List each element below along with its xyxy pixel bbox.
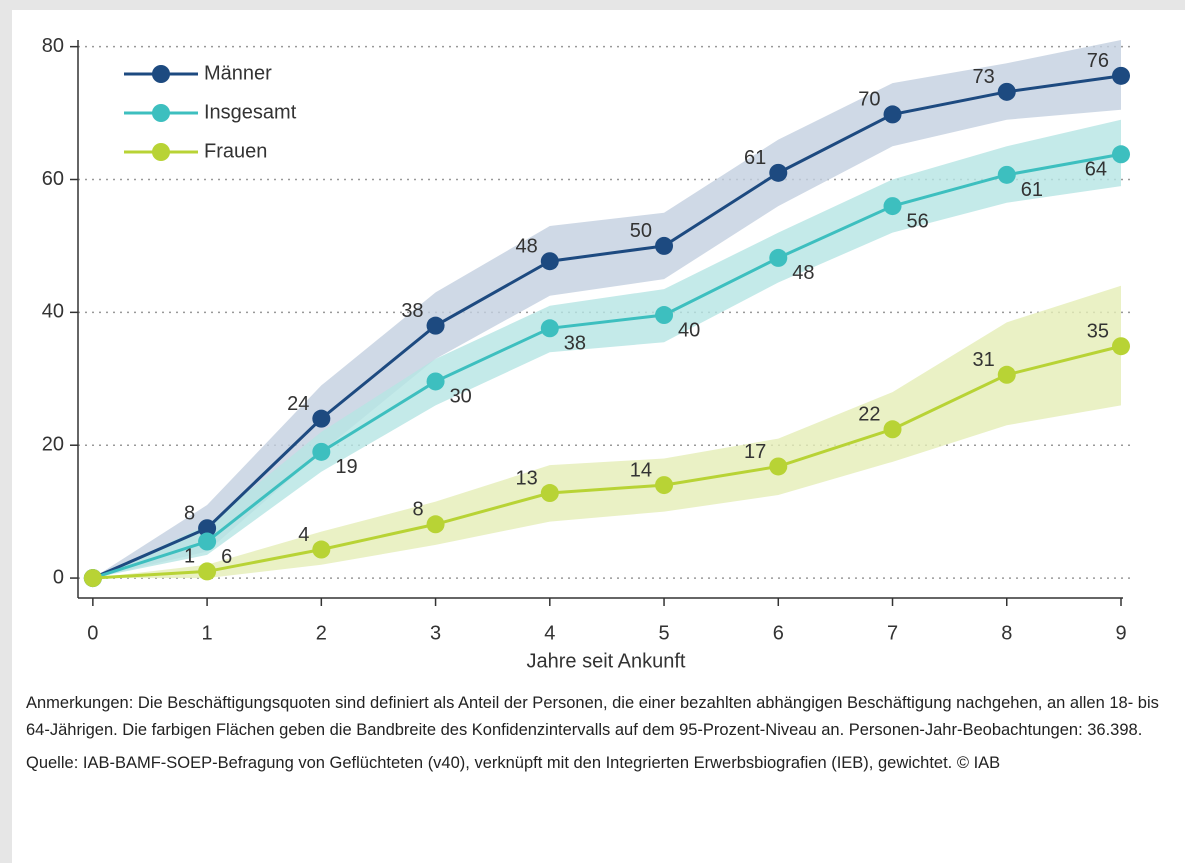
point [426, 372, 445, 391]
point [312, 540, 331, 559]
data-label: 76 [1087, 50, 1109, 72]
series-line [92, 344, 1122, 580]
data-label: 40 [678, 319, 700, 341]
point [655, 476, 674, 495]
data-label: 22 [858, 404, 880, 426]
point [769, 163, 788, 182]
x-tick-label: 7 [887, 622, 898, 644]
y-tick-label: 40 [42, 301, 64, 323]
x-tick-label: 2 [316, 622, 327, 644]
point [655, 306, 674, 325]
x-tick-label: 5 [658, 622, 669, 644]
point [1112, 145, 1130, 164]
point [1112, 337, 1130, 356]
x-tick-label: 4 [544, 622, 555, 644]
data-label: 70 [858, 89, 880, 111]
point [426, 316, 445, 335]
point [769, 248, 788, 267]
x-tick-label: 1 [202, 622, 213, 644]
note: Quelle: IAB-BAMF-SOEP-Befragung von Gefl… [26, 754, 1001, 772]
point [997, 82, 1016, 101]
confidence-band [92, 285, 1121, 579]
data-label: 73 [973, 66, 995, 88]
data-label: 14 [630, 459, 652, 481]
y-tick-label: 80 [42, 35, 64, 57]
x-tick-label: 3 [430, 622, 441, 644]
data-label: 56 [907, 210, 929, 232]
series-line [92, 152, 1122, 580]
point [769, 457, 788, 476]
point [883, 420, 902, 439]
x-tick-label: 8 [1001, 622, 1012, 644]
point [198, 532, 217, 551]
point [198, 562, 217, 581]
data-label: 13 [516, 467, 538, 489]
confidence-band [92, 119, 1121, 579]
data-label: 6 [221, 546, 232, 568]
point [198, 519, 217, 538]
point [997, 365, 1016, 384]
y-tick-label: 60 [42, 168, 64, 190]
data-label: 48 [516, 235, 538, 257]
data-label: 19 [335, 456, 357, 478]
x-tick-label: 9 [1115, 622, 1126, 644]
legend-marker [152, 65, 170, 83]
y-tick-label: 0 [53, 566, 64, 588]
x-tick-label: 6 [773, 622, 784, 644]
data-label: 1 [184, 546, 195, 568]
data-label: 31 [973, 349, 995, 371]
data-label: 50 [630, 220, 652, 242]
x-tick-label: 0 [87, 622, 98, 644]
y-tick-label: 20 [42, 433, 64, 455]
notes: Anmerkungen: Die Beschäftigungsquoten si… [26, 690, 1166, 783]
data-label: 17 [744, 441, 766, 463]
point [883, 197, 902, 216]
data-label: 8 [184, 503, 195, 525]
data-label: 61 [744, 147, 766, 169]
data-label: 38 [564, 333, 586, 355]
point [540, 319, 559, 338]
data-label: 24 [287, 393, 309, 415]
data-label: 8 [412, 499, 423, 521]
point [655, 236, 674, 255]
point [312, 442, 331, 461]
point [426, 515, 445, 534]
x-axis-label: Jahre seit Ankunft [527, 650, 686, 672]
point [997, 165, 1016, 184]
point [83, 569, 102, 588]
data-label: 48 [792, 262, 814, 284]
data-label: 30 [450, 386, 472, 408]
point [540, 484, 559, 503]
point [883, 105, 902, 124]
legend-marker [152, 143, 170, 161]
series-line [92, 74, 1122, 580]
legend-label: Insgesamt [204, 101, 297, 123]
legend-marker [152, 104, 170, 122]
data-label: 61 [1021, 179, 1043, 201]
legend-label: Frauen [204, 140, 267, 162]
point [540, 252, 559, 271]
data-label: 38 [401, 300, 423, 322]
confidence-band [92, 40, 1121, 579]
point [1112, 66, 1130, 85]
data-label: 64 [1085, 159, 1107, 181]
note: Anmerkungen: Die Beschäftigungsquoten si… [26, 694, 1159, 739]
point [312, 409, 331, 428]
legend-label: Männer [204, 62, 272, 84]
data-label: 4 [298, 524, 309, 546]
data-label: 35 [1087, 321, 1109, 343]
